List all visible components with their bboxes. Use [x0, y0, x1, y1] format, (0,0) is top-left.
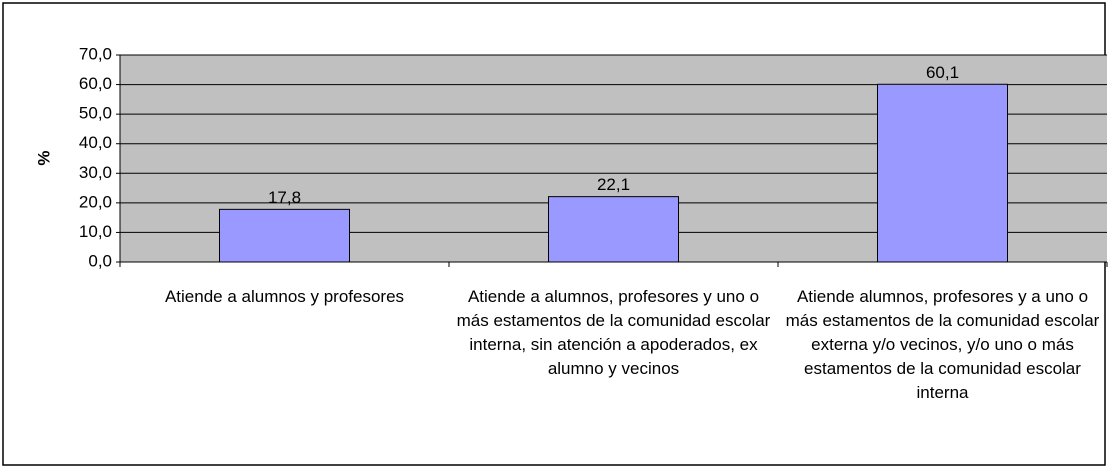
x-tick-label: Atiende a alumnos y profesores [164, 287, 405, 306]
bar [219, 208, 350, 263]
y-tick-label: 30,0 [79, 163, 112, 182]
y-tick-label: 60,0 [79, 74, 112, 93]
data-label: 17,8 [268, 188, 301, 207]
y-tick-label: 10,0 [79, 222, 112, 241]
y-tick-label: 0,0 [88, 251, 112, 270]
y-tick-label: 70,0 [79, 44, 112, 63]
data-label: 22,1 [597, 175, 630, 194]
bar [877, 83, 1008, 263]
x-tick-label: Atiende a alumnos, profesores y uno o má… [456, 287, 771, 378]
x-tick-label: Atiende alumnos, profesores y a uno o má… [785, 287, 1100, 402]
data-label: 60,1 [926, 63, 959, 82]
y-tick-label: 50,0 [79, 104, 112, 123]
bar [548, 196, 679, 263]
y-tick-label: 20,0 [79, 192, 112, 211]
y-tick-label: 40,0 [79, 133, 112, 152]
y-axis-label: % [34, 150, 53, 165]
